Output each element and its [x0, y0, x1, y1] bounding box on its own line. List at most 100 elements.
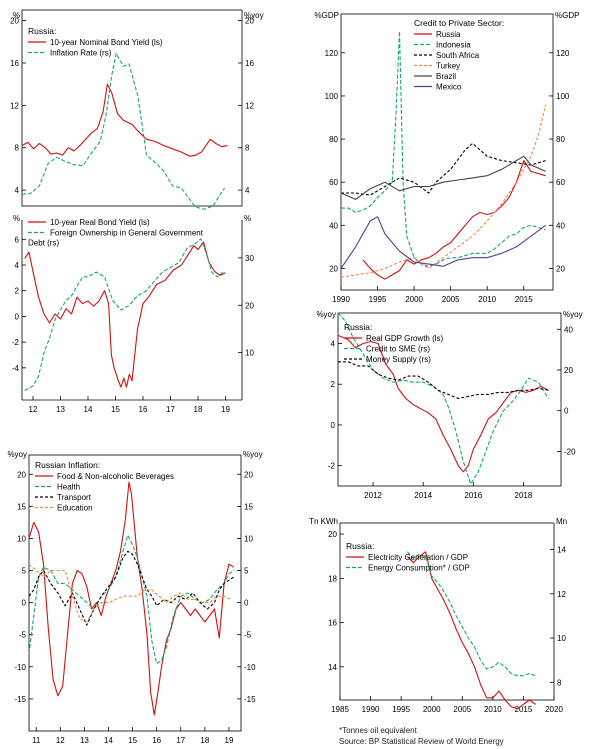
c4-left-unit: %GDP [315, 11, 339, 20]
c4-xtick-label: 1995 [369, 295, 387, 304]
c4-ytick-label-left: 120 [325, 49, 339, 58]
c3-legend-label-health: Health [57, 483, 80, 492]
c1-ytick-label-right: 4 [245, 186, 250, 195]
c3-series-education [28, 563, 232, 623]
c2-xtick-label: 18 [194, 405, 203, 414]
c4-ytick-label-right: 60 [556, 178, 565, 187]
c3-xtick-label: 19 [225, 736, 234, 745]
c1-title: Russia: [28, 26, 56, 36]
c3-xtick-label: 15 [128, 736, 137, 745]
c4-series-indonesia [341, 30, 546, 267]
c3-xtick-label: 14 [104, 736, 113, 745]
c2-legend-label-cont: Debt (rs) [28, 239, 59, 248]
c3-ytick-label-left: -5 [19, 631, 27, 640]
c5-ytick-label-right: 40 [564, 325, 573, 334]
c5-left-unit: %yoy [316, 310, 336, 319]
c1-ytick-label-right: 8 [245, 144, 250, 153]
c1-series-10-year-nominal-bond-yield-ls [21, 83, 228, 157]
c5-ytick-label-left: 0 [331, 421, 336, 430]
c1-legend-label-10-year-nominal-bond-yield-ls: 10-year Nominal Bond Yield (ls) [50, 38, 163, 47]
c2-xtick-label: 15 [111, 405, 120, 414]
c3-ytick-label-right: -5 [244, 631, 252, 640]
c3-series-health [28, 534, 235, 665]
c5-ytick-label-left: -2 [328, 462, 336, 471]
c5-xtick-label: 2014 [414, 491, 432, 500]
c2-ytick-label-left: 0 [15, 312, 20, 321]
c2-xtick-label: 13 [56, 405, 65, 414]
c4-series-south-africa [341, 142, 546, 196]
c5-legend-label-real-gdp-growth-ls: Real GDP Growth (ls) [366, 334, 444, 343]
c1-ytick-label-right: 16 [245, 59, 254, 68]
c1-ytick-label-left: 8 [15, 144, 20, 153]
c3-ytick-label-right: 15 [244, 502, 253, 511]
c4-ytick-label-right: 40 [556, 221, 565, 230]
c3-ytick-label-left: -10 [14, 663, 26, 672]
c3-ytick-label-left: 0 [22, 599, 27, 608]
c3-ytick-label-right: -15 [244, 695, 256, 704]
c5-ytick-label-right: -20 [564, 447, 576, 456]
c4-ytick-label-left: 20 [329, 264, 338, 273]
c3-ytick-label-left: 20 [17, 470, 26, 479]
c3-xtick-label: 12 [56, 736, 65, 745]
c3-frame [28, 454, 242, 732]
c4-xtick-label: 2005 [442, 295, 460, 304]
c6-frame [339, 522, 555, 701]
c4-ytick-label-left: 40 [329, 221, 338, 230]
c1-legend-label-inflation-rate-rs: Inflation Rate (rs) [50, 49, 112, 58]
c6-ytick-label-right: 8 [557, 678, 562, 687]
c1-ytick-label-left: 4 [15, 186, 20, 195]
c2-xtick-label: 17 [166, 405, 175, 414]
c5-xtick-label: 2016 [464, 491, 482, 500]
c3-series-transport [28, 550, 235, 626]
c4-ytick-label-right: 100 [556, 92, 570, 101]
c4-ytick-label-right: 20 [556, 264, 565, 273]
energy-footnote: *Tonnes oil equivalent [339, 726, 417, 735]
c5-title: Russia: [344, 322, 372, 332]
c4-legend-label-brazil: Brazil [436, 72, 456, 81]
c1-ytick-label-right: 12 [245, 101, 254, 110]
c2-series-foreign-ownership-in-general-government-debt-rs [24, 238, 224, 391]
c4-xtick-label: 2015 [515, 295, 533, 304]
c2-ytick-label-left: -2 [12, 338, 20, 347]
c6-right-unit: Mn [556, 517, 567, 526]
c4-xtick-label: 2010 [478, 295, 496, 304]
c3-ytick-label-right: 0 [244, 599, 249, 608]
c1-series-inflation-rate-rs [21, 52, 226, 210]
c4-legend-label-turkey: Turkey [436, 62, 460, 71]
c2-xtick-label: 19 [221, 405, 230, 414]
c1-ytick-label-left: 12 [10, 101, 19, 110]
c3-series-food-non-alcoholic-beverages [28, 481, 235, 716]
c3-right-unit: %yoy [243, 450, 263, 459]
c6-ytick-label-left: 14 [328, 663, 337, 672]
c5-ytick-label-left: 4 [331, 340, 336, 349]
c6-ytick-label-left: 18 [328, 574, 337, 583]
c6-xtick-label: 1995 [392, 705, 410, 714]
c3-ytick-label-left: -15 [14, 695, 26, 704]
c6-xtick-label: 2005 [453, 705, 471, 714]
c4-ytick-label-right: 80 [556, 135, 565, 144]
c6-xtick-label: 2010 [484, 705, 502, 714]
c6-ytick-label-right: 14 [557, 546, 566, 555]
c1-right-unit: %yoy [244, 11, 264, 20]
c4-xtick-label: 2000 [405, 295, 423, 304]
c3-xtick-label: 13 [80, 736, 89, 745]
c3-legend-label-education: Education [57, 504, 93, 513]
c4-series-brazil [340, 155, 546, 200]
c3-ytick-label-left: 15 [17, 502, 26, 511]
c3-xtick-label: 17 [176, 736, 185, 745]
c3-xtick-label: 11 [32, 736, 41, 745]
c2-ytick-label-left: -4 [12, 364, 20, 373]
c2-right-unit: % [244, 214, 251, 223]
c3-ytick-label-left: 10 [17, 534, 26, 543]
c6-legend-label-energy-consumption-gdp: Energy Consumption* / GDP [368, 564, 470, 573]
c2-ytick-label-left: 2 [15, 287, 20, 296]
c6-ytick-label-left: 20 [328, 530, 337, 539]
c1-ytick-label-right: 20 [245, 17, 254, 26]
c2-ytick-label-left: 6 [15, 235, 20, 244]
c6-ytick-label-left: 16 [328, 619, 337, 628]
c6-xtick-label: 1990 [362, 705, 380, 714]
c6-left-unit: Tn KWh [309, 517, 338, 526]
c1-ytick-label-left: 20 [10, 17, 19, 26]
c6-xtick-label: 2020 [545, 705, 563, 714]
